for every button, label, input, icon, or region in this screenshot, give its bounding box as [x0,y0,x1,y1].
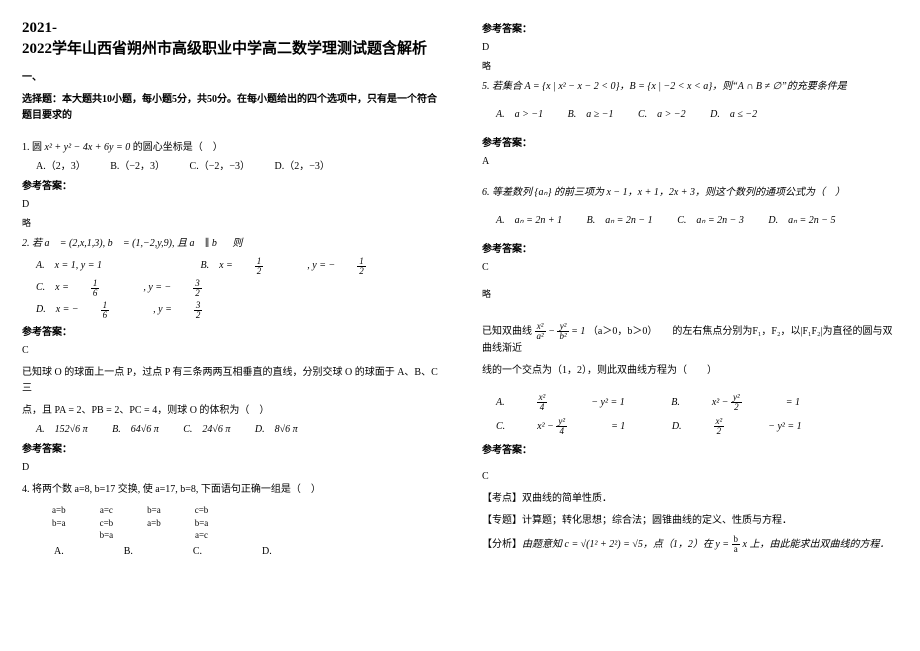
q7-stem-line2: 线的一个交点为（1，2），则此双曲线方程为（ ） [482,363,898,379]
q4-labels: A. B. C. D. [54,544,438,560]
q3-optA: A. 152√6 π [36,422,88,438]
q2-stem: 2. 若 a⃗ = (2,x,1,3), b⃗ = (1,−2,y,9), 且 … [22,236,438,252]
q2-optA: A. x = 1, y = 1 [36,255,176,277]
kd-label: 【考点】 [482,493,522,504]
right-column: 参考答案： D 略 5. 若集合 A = {x | x² − x − 2 < 0… [460,0,920,651]
q2-optB-mid: , y = − [307,255,335,277]
q6-stem-text: 6. 等差数列 {aₙ} 的前三项为 x − 1，x + 1，2x + 3，则这… [482,187,845,198]
q7-zhuanti: 【专题】计算题；转化思想；综合法；圆锥曲线的定义、性质与方程． [482,513,898,529]
q5-optA: A. a > −1 [496,107,543,123]
q2-ans: C [22,343,438,359]
q1-ans: D [22,197,438,213]
q7-optC-pre: C. [496,415,515,439]
q3-ans-label: 参考答案： [22,442,438,458]
q4-cell-d: c=b b=a a=c [195,504,209,540]
r-top-ans-label: 参考答案： [482,22,898,38]
q5-stem-text: 5. 若集合 A = {x | x² − x − 2 < 0}，B = {x |… [482,81,847,92]
q2-optB-pre: B. x = [201,255,233,277]
q4-cell-b: a=c c=b b=a [100,504,114,540]
q3-stem-a: 已知球 O 的球面上一点 P，过点 P 有三条两两互相垂直的直线，分别交球 O … [22,365,438,397]
q7-fenxi: 【分析】由题意知 c = √(1² + 2²) = √5，点（1，2）在 y =… [482,535,898,554]
q5-optB: B. a ≥ −1 [568,107,614,123]
q5-ans-label: 参考答案： [482,136,898,152]
q1-formula: x² + y² − 4x + 6y = 0 [45,142,131,153]
q6-options: A. aₙ = 2n + 1 B. aₙ = 2n − 1 C. aₙ = 2n… [496,213,898,229]
q7-ans-label: 参考答案： [482,443,898,459]
q6-ans-label: 参考答案： [482,242,898,258]
q7-optA-mid: − y² = 1 [591,391,624,415]
fx-val-a: 由题意知 c = √(1² + 2²) = √5，点（1，2）在 y = [522,539,732,550]
r-top-ans: D [482,40,898,56]
fx-label: 【分析】 [482,539,522,550]
q7-kaodian: 【考点】双曲线的简单性质． [482,491,898,507]
q1-options: A.（2，3） B.（−2，3） C.（−2，−3） D.（2，−3） [36,159,438,175]
q7-optB: B. x² − y²2 = 1 [671,391,822,415]
q1-optD: D.（2，−3） [275,159,330,175]
zt-val: 计算题；转化思想；综合法；圆锥曲线的定义、性质与方程． [522,515,792,526]
q7-optD-pre: D. [672,415,692,439]
kd-val: 双曲线的简单性质． [522,493,612,504]
q7-optC-mid: = 1 [611,415,625,439]
q3-stem-b: 点，且 PA = 2、PB = 2、PC = 4，则球 O 的体积为（ ） [22,403,438,419]
q6-optD: D. aₙ = 2n − 5 [768,213,835,229]
q7-optB-mid: = 1 [786,391,800,415]
q1-stem: 1. 圆 x² + y² − 4x + 6y = 0 的圆心坐标是（ ） [22,140,438,156]
q7-optA: A. x²4 − y² = 1 [496,391,647,415]
q4-cell-a: a=b b=a [52,504,66,540]
q3-optD: D. 8√6 π [255,422,298,438]
left-column: 2021- 2022学年山西省朔州市高级职业中学高二数学理测试题含解析 一、 选… [0,0,460,651]
q2-optC-pre: C. x = [36,277,69,299]
q7-optA-pre: A. [496,391,515,415]
zt-label: 【专题】 [482,515,522,526]
q4-cell-c: b=a a=b [147,504,161,540]
q2-optD-mid: , y = [153,299,172,321]
q2-ans-label: 参考答案： [22,325,438,341]
r-top-note: 略 [482,59,898,73]
q7-eq: x²a² − y²b² = 1 [535,326,588,337]
q2-optB: B. x = 12, y = −12 [201,255,410,277]
q1-optA: A.（2，3） [36,159,86,175]
q4-code-table: a=b b=a a=c c=b b=a b=a a=b c=b b=a a=c [52,504,438,540]
section-one-label: 一、 [22,70,438,86]
q3-optB: B. 64√6 π [112,422,159,438]
q5-optC: C. a > −2 [638,107,686,123]
q7-optD-mid: − y² = 1 [768,415,801,439]
q7-optD: D. x²2 − y² = 1 [672,415,824,439]
exam-title: 2021- 2022学年山西省朔州市高级职业中学高二数学理测试题含解析 [22,18,438,60]
q6-ans: C [482,260,898,276]
q5-optD: D. a ≤ −2 [710,107,757,123]
q1-ans-label: 参考答案： [22,179,438,195]
section-one-desc: 选择题：本大题共10小题，每小题5分，共50分。在每小题给出的四个选项中，只有是… [22,92,438,124]
q7-optB-pre: B. [671,391,690,415]
q7-options: A. x²4 − y² = 1 B. x² − y²2 = 1 C. x² − … [496,391,898,439]
q2-optC: C. x = 16, y = −32 [36,277,246,299]
fx-val-b: x 上，由此能求出双曲线的方程． [740,539,889,550]
q2-optD-pre: D. x = − [36,299,79,321]
q3-optC: C. 24√6 π [183,422,230,438]
q3-ans: D [22,460,438,476]
q6-note: 略 [482,287,898,301]
q3-options: A. 152√6 π B. 64√6 π C. 24√6 π D. 8√6 π [36,422,438,438]
q7-stem-line1: 已知双曲线 x²a² − y²b² = 1 （a＞0，b＞0） 的左右焦点分别为… [482,322,898,357]
q6-optC: C. aₙ = 2n − 3 [677,213,744,229]
q7-ans: C [482,469,898,485]
q2-stem-text: 2. 若 a⃗ = (2,x,1,3), b⃗ = (1,−2,y,9), 且 … [22,238,242,249]
q5-options: A. a > −1 B. a ≥ −1 C. a > −2 D. a ≤ −2 [496,107,898,123]
q2-options: A. x = 1, y = 1 B. x = 12, y = −12 C. x … [36,255,438,321]
q1-optB: B.（−2，3） [110,159,165,175]
q6-optA: A. aₙ = 2n + 1 [496,213,562,229]
q7-optC: C. x² − y²4 = 1 [496,415,647,439]
q7-pre: 已知双曲线 [482,326,532,337]
q1-stem-post: 的圆心坐标是（ ） [133,142,223,153]
q2-optD: D. x = −16, y = 32 [36,299,246,321]
q6-stem: 6. 等差数列 {aₙ} 的前三项为 x − 1，x + 1，2x + 3，则这… [482,185,898,201]
q5-ans: A [482,154,898,170]
q5-stem: 5. 若集合 A = {x | x² − x − 2 < 0}，B = {x |… [482,79,898,95]
q2-optC-mid: , y = − [143,277,171,299]
q1-optC: C.（−2，−3） [190,159,250,175]
q1-stem-pre: 1. 圆 [22,142,42,153]
q6-optB: B. aₙ = 2n − 1 [587,213,653,229]
q4-stem: 4. 将两个数 a=8, b=17 交换, 使 a=17, b=8, 下面语句正… [22,482,438,498]
q1-note: 略 [22,216,438,230]
